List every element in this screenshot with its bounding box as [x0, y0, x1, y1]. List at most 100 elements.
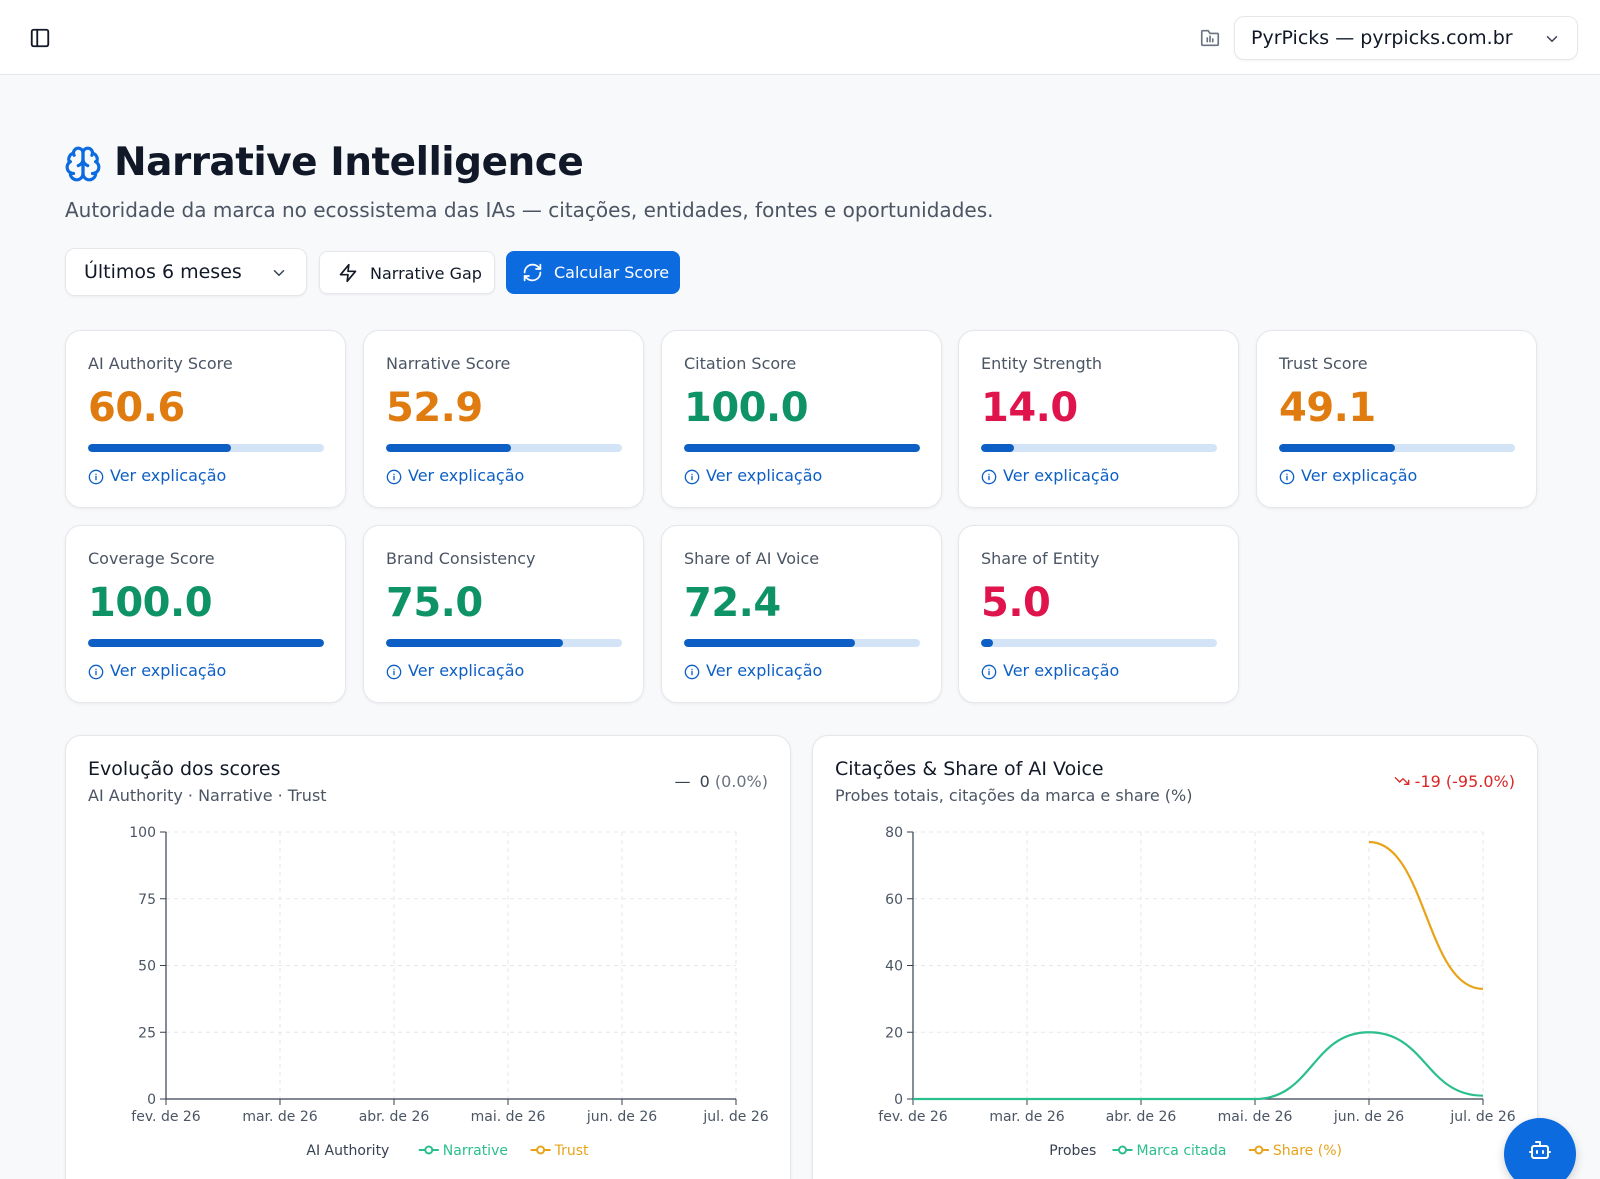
x-tick-label: jun. de 26 [586, 1109, 657, 1125]
delta-indicator: -19 (-95.0%) [1394, 772, 1515, 791]
score-card-value: 14.0 [981, 385, 1078, 431]
score-progress-bar [684, 639, 920, 647]
info-icon [684, 664, 700, 680]
y-tick-label: 0 [894, 1092, 903, 1108]
legend-marker [536, 1145, 546, 1155]
delta-value: 0 [699, 772, 710, 791]
y-tick-label: 20 [885, 1025, 903, 1041]
info-icon [981, 664, 997, 680]
score-card-share-of-entity: Share of Entity 5.0 Ver explicação [958, 525, 1239, 703]
score-progress-bar [1279, 444, 1515, 452]
info-icon [386, 469, 402, 485]
explain-link-label: Ver explicação [408, 661, 525, 680]
score-progress-fill [88, 444, 232, 452]
top-bar: PyrPicks — pyrpicks.com.br [0, 0, 1600, 75]
narrative-gap-button[interactable]: Narrative Gap [319, 251, 495, 294]
score-card-label: Citation Score [684, 354, 797, 373]
score-card-trust: Trust Score 49.1 Ver explicação [1256, 330, 1537, 508]
score-card-value: 52.9 [386, 385, 483, 431]
score-progress-fill [981, 444, 1015, 452]
site-selector[interactable]: PyrPicks — pyrpicks.com.br [1234, 16, 1578, 60]
x-tick-label: fev. de 26 [878, 1109, 947, 1125]
y-tick-label: 50 [138, 959, 156, 975]
score-card-value: 49.1 [1279, 385, 1376, 431]
info-icon [1279, 469, 1295, 485]
score-card-ai-authority: AI Authority Score 60.6 Ver explicação [65, 330, 346, 508]
site-selector-value: PyrPicks — pyrpicks.com.br [1251, 27, 1513, 49]
score-progress-bar [981, 639, 1217, 647]
score-card-citation: Citation Score 100.0 Ver explicação [661, 330, 942, 508]
sidebar-toggle-icon[interactable] [29, 27, 51, 49]
period-select[interactable]: Últimos 6 meses [65, 248, 307, 296]
legend-marker [1118, 1145, 1127, 1155]
panel-title: Evolução dos scores [88, 758, 281, 780]
delta-indicator: — 0 (0.0%) [674, 772, 768, 791]
score-card-label: Narrative Score [386, 354, 511, 373]
brain-icon [65, 146, 101, 182]
delta-percent: (0.0%) [714, 772, 768, 791]
explain-link-label: Ver explicação [110, 466, 227, 485]
assistant-fab-button[interactable] [1504, 1118, 1576, 1179]
y-tick-label: 25 [138, 1025, 156, 1041]
delta-value: -19 [1414, 772, 1441, 791]
score-card-narrative: Narrative Score 52.9 Ver explicação [363, 330, 644, 508]
score-progress-bar [88, 639, 324, 647]
info-icon [88, 469, 104, 485]
score-progress-bar [684, 444, 920, 452]
score-progress-fill [386, 639, 563, 647]
refresh-icon [523, 263, 542, 282]
legend-label: Trust [554, 1143, 589, 1159]
explain-link-label: Ver explicação [110, 661, 227, 680]
page-title: Narrative Intelligence [114, 140, 584, 185]
score-progress-fill [1279, 444, 1395, 452]
score-progress-fill [88, 639, 324, 647]
x-tick-label: jul. de 26 [702, 1109, 768, 1125]
score-card-label: Entity Strength [981, 354, 1103, 373]
trend-down-icon [1394, 777, 1409, 785]
legend-label: Narrative [443, 1143, 508, 1159]
score-progress-bar [88, 444, 324, 452]
score-card-value: 5.0 [981, 580, 1051, 626]
score-progress-fill [684, 444, 920, 452]
score-progress-bar [981, 444, 1217, 452]
x-tick-label: mar. de 26 [989, 1109, 1064, 1125]
score-progress-bar [386, 444, 622, 452]
x-tick-label: mar. de 26 [242, 1109, 317, 1125]
info-icon [88, 664, 104, 680]
calculate-score-label: Calcular Score [554, 263, 670, 282]
delta-percent: (-95.0%) [1445, 772, 1515, 791]
page-subtitle: Autoridade da marca no ecossistema das I… [65, 198, 994, 222]
x-tick-label: fev. de 26 [131, 1109, 200, 1125]
x-tick-label: mai. de 26 [471, 1109, 546, 1125]
score-card-label: Trust Score [1279, 354, 1368, 373]
narrative-gap-label: Narrative Gap [370, 264, 482, 283]
info-icon [386, 664, 402, 680]
explain-link-label: Ver explicação [1003, 661, 1120, 680]
score-progress-fill [386, 444, 511, 452]
x-tick-label: abr. de 26 [1106, 1109, 1177, 1125]
series-line-2 [1368, 840, 1484, 990]
x-tick-label: jul. de 26 [1449, 1109, 1515, 1125]
y-tick-label: 100 [129, 825, 156, 841]
panel-subtitle: Probes totais, citações da marca e share… [835, 786, 1193, 805]
citations-panel: Citações & Share of AI Voice Probes tota… [812, 735, 1538, 1179]
legend-label: AI Authority [306, 1143, 389, 1159]
chevron-down-icon [273, 270, 285, 276]
score-card-brand-consistency: Brand Consistency 75.0 Ver explicação [363, 525, 644, 703]
y-tick-label: 0 [147, 1092, 156, 1108]
explain-link-label: Ver explicação [408, 466, 525, 485]
score-card-value: 100.0 [684, 385, 809, 431]
y-tick-label: 75 [138, 892, 156, 908]
calculate-score-button[interactable]: Calcular Score [506, 251, 680, 294]
legend-label: Probes [1049, 1143, 1096, 1159]
score-card-share-of-ai-voice: Share of AI Voice 72.4 Ver explicação [661, 525, 942, 703]
explain-link-label: Ver explicação [706, 466, 823, 485]
score-card-label: Share of Entity [981, 549, 1100, 568]
bot-icon [1529, 1141, 1551, 1159]
evolution-chart: 0 25 50 75 100 fev. de 26 mar. de 26 abr. de 26… [129, 825, 768, 1159]
y-tick-label: 80 [885, 825, 903, 841]
x-tick-label: jun. de 26 [1333, 1109, 1404, 1125]
legend-marker [424, 1145, 434, 1155]
series-line-1 [912, 1031, 1484, 1101]
score-card-coverage: Coverage Score 100.0 Ver explicação [65, 525, 346, 703]
